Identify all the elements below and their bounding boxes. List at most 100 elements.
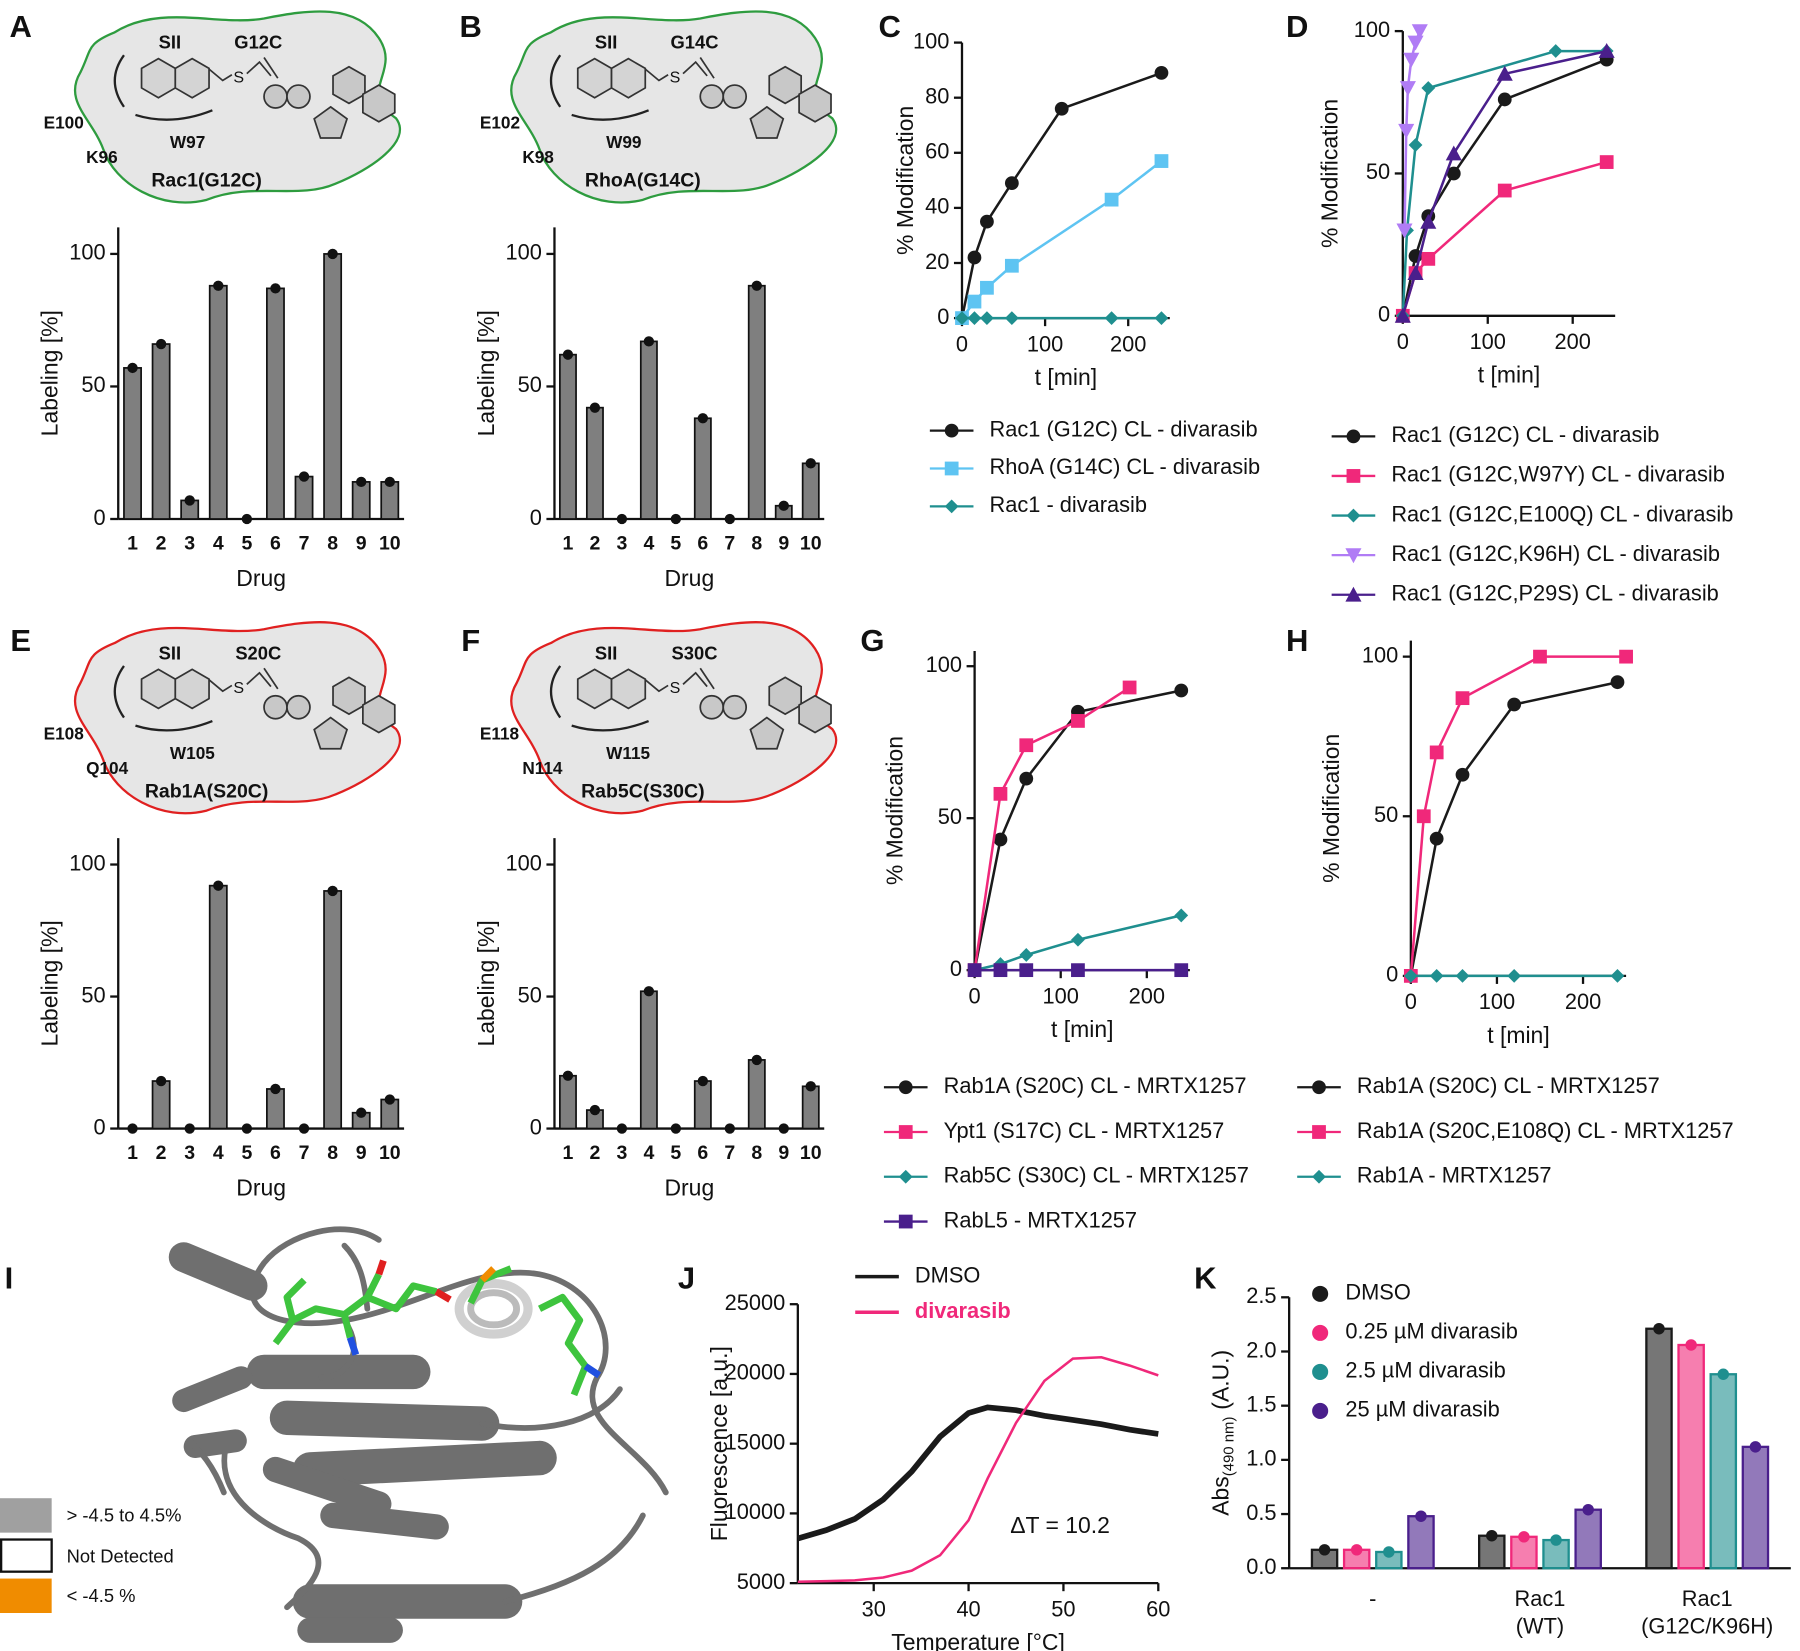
legend-label: Rab1A (S20C) CL - MRTX1257	[1357, 1073, 1660, 1098]
x-tick-label: 3	[616, 1142, 627, 1164]
data-point	[1610, 968, 1625, 983]
bar-point	[127, 362, 138, 374]
bond	[208, 68, 233, 82]
y-tick-label: 100	[69, 850, 105, 875]
bar-point	[805, 1081, 816, 1092]
legend-swatch	[0, 1538, 53, 1573]
legend-label: Rac1 (G12C,P29S) CL - divarasib	[1391, 581, 1718, 606]
x-axis-title: Drug	[664, 1174, 714, 1200]
x-tick-label: 4	[213, 1142, 224, 1164]
y-tick-label: 0	[950, 956, 962, 981]
y-axis-title-main: % Modification	[892, 106, 918, 255]
bar	[1645, 1327, 1673, 1570]
legend-swatch	[1312, 1324, 1329, 1341]
y-tick-label: 10000	[725, 1499, 786, 1524]
y-tick-label: 25000	[725, 1290, 786, 1315]
panel-label: J	[678, 1260, 695, 1295]
data-point	[1421, 251, 1436, 266]
x-tick-label: 100	[1470, 329, 1506, 354]
bar-point	[1486, 1529, 1498, 1542]
data-point	[980, 214, 994, 229]
bar	[693, 1080, 712, 1130]
x-tick-label: 50	[1051, 1596, 1075, 1621]
nucleotide	[286, 694, 311, 720]
legend-label: Rab1A (S20C) CL - MRTX1257	[944, 1073, 1247, 1098]
nucleotide	[722, 84, 748, 109]
bar-point	[616, 1123, 628, 1134]
bond	[699, 57, 715, 79]
annotation: ΔT = 10.2	[1010, 1512, 1110, 1538]
bar-point	[778, 1123, 789, 1134]
data-point	[1598, 43, 1615, 58]
x-tick-label: 3	[184, 1142, 195, 1164]
sulfur-label: S	[670, 68, 681, 86]
y-tick-label: 50	[518, 372, 542, 397]
protein-label: RhoA(G14C)	[585, 170, 701, 192]
ring	[332, 676, 366, 716]
protein-label: Rab1A(S20C)	[145, 780, 269, 802]
bar	[801, 462, 820, 520]
data-point	[1071, 963, 1085, 978]
x-tick-label: 200	[1565, 989, 1601, 1014]
bar-point	[1350, 1544, 1363, 1556]
bar	[151, 343, 171, 520]
legend-label: 0.25 µM divarasib	[1345, 1319, 1517, 1344]
bar-point	[298, 471, 310, 482]
x-axis-title: t [min]	[1051, 1016, 1113, 1042]
x-tick-label: 1	[563, 532, 574, 554]
series-line	[1409, 681, 1618, 977]
bar	[1574, 1508, 1602, 1570]
legend-label: Rac1 (G12C) CL - divarasib	[1391, 422, 1659, 447]
bar	[693, 417, 712, 520]
nucleotide	[286, 84, 311, 109]
data-point	[1398, 123, 1415, 139]
bond	[246, 671, 272, 688]
y-axis-title-sub: (490 nm)	[1220, 1417, 1237, 1477]
series-line	[797, 1355, 1159, 1584]
bond	[699, 667, 715, 690]
bar	[294, 475, 314, 520]
data-point	[1004, 311, 1019, 325]
x-axis-title: Drug	[236, 565, 286, 591]
data-point	[967, 250, 982, 265]
ring	[768, 676, 803, 716]
residue-label: K98	[522, 147, 554, 167]
bar	[585, 406, 604, 520]
legend-swatch	[1345, 586, 1362, 602]
bar-point	[298, 1123, 310, 1134]
residue-label: E108	[44, 723, 85, 743]
bar	[351, 481, 371, 520]
bond	[246, 60, 272, 77]
y-tick-label: 0	[93, 505, 105, 530]
bar	[1741, 1445, 1770, 1570]
x-axis-title: Drug	[236, 1174, 286, 1200]
bar-point	[751, 280, 762, 291]
bond	[263, 57, 279, 79]
bar-point	[241, 513, 253, 525]
legend-swatch	[944, 461, 959, 476]
y-tick-label: 60	[925, 139, 949, 164]
residue-label: N114	[522, 758, 563, 778]
bar-point	[356, 476, 367, 488]
bar-point	[1653, 1322, 1665, 1335]
data-point	[1019, 948, 1034, 962]
pocket-wall	[113, 54, 213, 121]
x-tick-label: 10	[800, 1142, 822, 1164]
data-point	[1496, 65, 1513, 81]
residue-label: K96	[86, 147, 118, 167]
panel-label: I	[5, 1260, 14, 1295]
y-tick-label: 1.0	[1246, 1446, 1276, 1471]
x-tick-label: Rac1	[1682, 1586, 1733, 1611]
ring	[174, 57, 210, 99]
bar-point	[1383, 1546, 1395, 1558]
y-axis-title: Labeling [%]	[473, 920, 499, 1046]
y-axis-title: Fluorescence [a.u.]	[706, 1346, 732, 1541]
data-point	[993, 786, 1008, 801]
ring	[576, 668, 613, 710]
data-point	[967, 963, 982, 978]
x-tick-label: 4	[643, 1142, 654, 1164]
bar-point	[327, 248, 338, 260]
ring	[576, 57, 613, 99]
data-point	[1446, 166, 1461, 181]
data-point	[980, 280, 994, 295]
